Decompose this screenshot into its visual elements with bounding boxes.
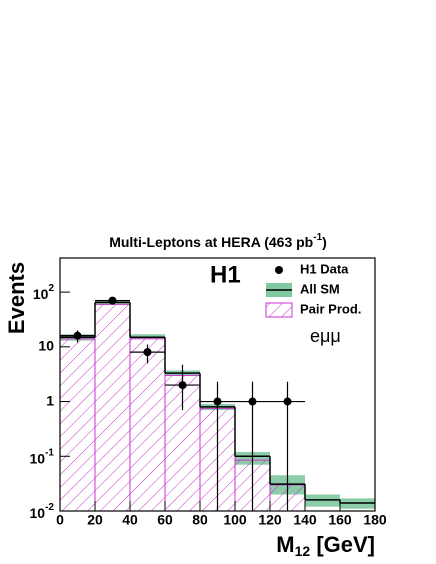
x-tick-label: 160: [328, 512, 352, 528]
title-text: Multi-Leptons at HERA (463 pb: [109, 234, 313, 250]
y-tick-base: 10: [30, 450, 46, 466]
y-tick-label: 10: [38, 338, 54, 354]
y-axis-label: Events: [4, 262, 29, 334]
data-point: [143, 348, 152, 357]
chart-title: Multi-Leptons at HERA (463 pb-1): [109, 232, 327, 250]
legend-label: H1 Data: [300, 261, 349, 276]
title-sup: -1: [313, 232, 322, 243]
x-tick-label: 0: [56, 512, 64, 528]
y-tick-base: 10: [30, 505, 46, 521]
x-label-main: M: [276, 532, 294, 557]
data-point: [248, 397, 257, 406]
x-tick-label: 20: [87, 512, 103, 528]
data-point: [73, 331, 82, 340]
legend-label: Pair Prod.: [300, 301, 361, 316]
data-point: [283, 397, 292, 406]
legend-label: All SM: [300, 281, 340, 296]
legend-marker: [265, 302, 293, 318]
x-tick-label: 40: [122, 512, 138, 528]
y-tick-exponent: -1: [45, 447, 54, 458]
data-point: [108, 296, 117, 305]
annotation: eμμ: [310, 326, 341, 346]
data-point: [213, 397, 222, 406]
x-label-sub: 12: [295, 543, 311, 559]
x-tick-label: 140: [293, 512, 317, 528]
pair-prod-bar: [129, 338, 166, 512]
x-tick-label: 180: [363, 512, 387, 528]
x-tick-label: 60: [157, 512, 173, 528]
annotation: H1: [210, 261, 241, 288]
x-tick-label: 120: [258, 512, 282, 528]
title-end: ): [322, 234, 327, 250]
x-tick-label: 100: [223, 512, 247, 528]
y-tick-exponent: 2: [48, 283, 54, 294]
x-label-end: [GeV]: [310, 532, 375, 557]
pair-prod-bar: [94, 303, 131, 512]
x-tick-label: 80: [192, 512, 208, 528]
y-tick-label: 10-2: [30, 502, 55, 521]
y-tick-base: 10: [33, 286, 49, 302]
data-point: [178, 381, 187, 390]
sm-band: [305, 494, 340, 507]
x-axis-label: M12 [GeV]: [276, 532, 375, 559]
legend-marker: [275, 266, 283, 274]
plot-frame: [59, 257, 376, 512]
y-tick-label: 102: [33, 283, 55, 302]
pair-prod-bar: [59, 338, 96, 512]
y-tick-label: 1: [46, 392, 54, 408]
y-tick-exponent: -2: [45, 502, 54, 513]
y-tick-label: 10-1: [30, 447, 55, 466]
